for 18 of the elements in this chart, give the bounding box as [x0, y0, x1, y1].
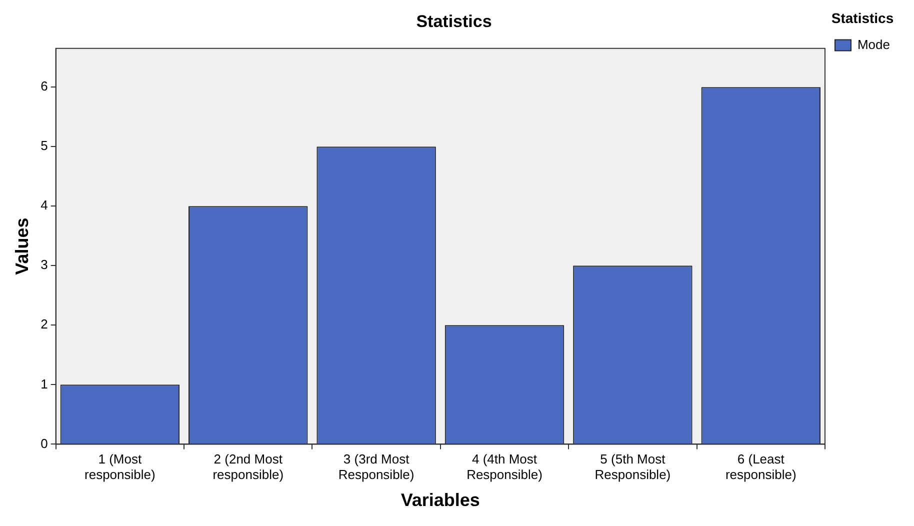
x-tick-label: 2 (2nd Most responsible): [212, 452, 284, 482]
x-tick-label: 5 (5th Most Responsible): [594, 452, 671, 482]
x-tick-label: 3 (3rd Most Responsible): [338, 452, 414, 482]
legend-title: Statistics: [831, 10, 894, 26]
y-tick-label: 2: [40, 316, 48, 332]
y-axis-title: Values: [12, 218, 32, 275]
y-tick-label: 1: [40, 376, 48, 392]
x-tick-label: 1 (Most responsible): [84, 452, 156, 482]
y-tick-label: 3: [40, 257, 48, 272]
legend-label: Mode: [857, 36, 890, 52]
x-tick-label: 4 (4th Most Responsible): [466, 452, 542, 482]
y-tick-label: 4: [40, 198, 48, 213]
x-tick-label: 6 (Least responsible): [725, 452, 796, 482]
y-tick-label: 5: [40, 138, 48, 154]
y-tick-label: 6: [40, 78, 48, 94]
x-axis-title: Variables: [400, 490, 480, 510]
chart-title: Statistics: [416, 12, 492, 31]
y-tick-label: 0: [40, 436, 48, 451]
